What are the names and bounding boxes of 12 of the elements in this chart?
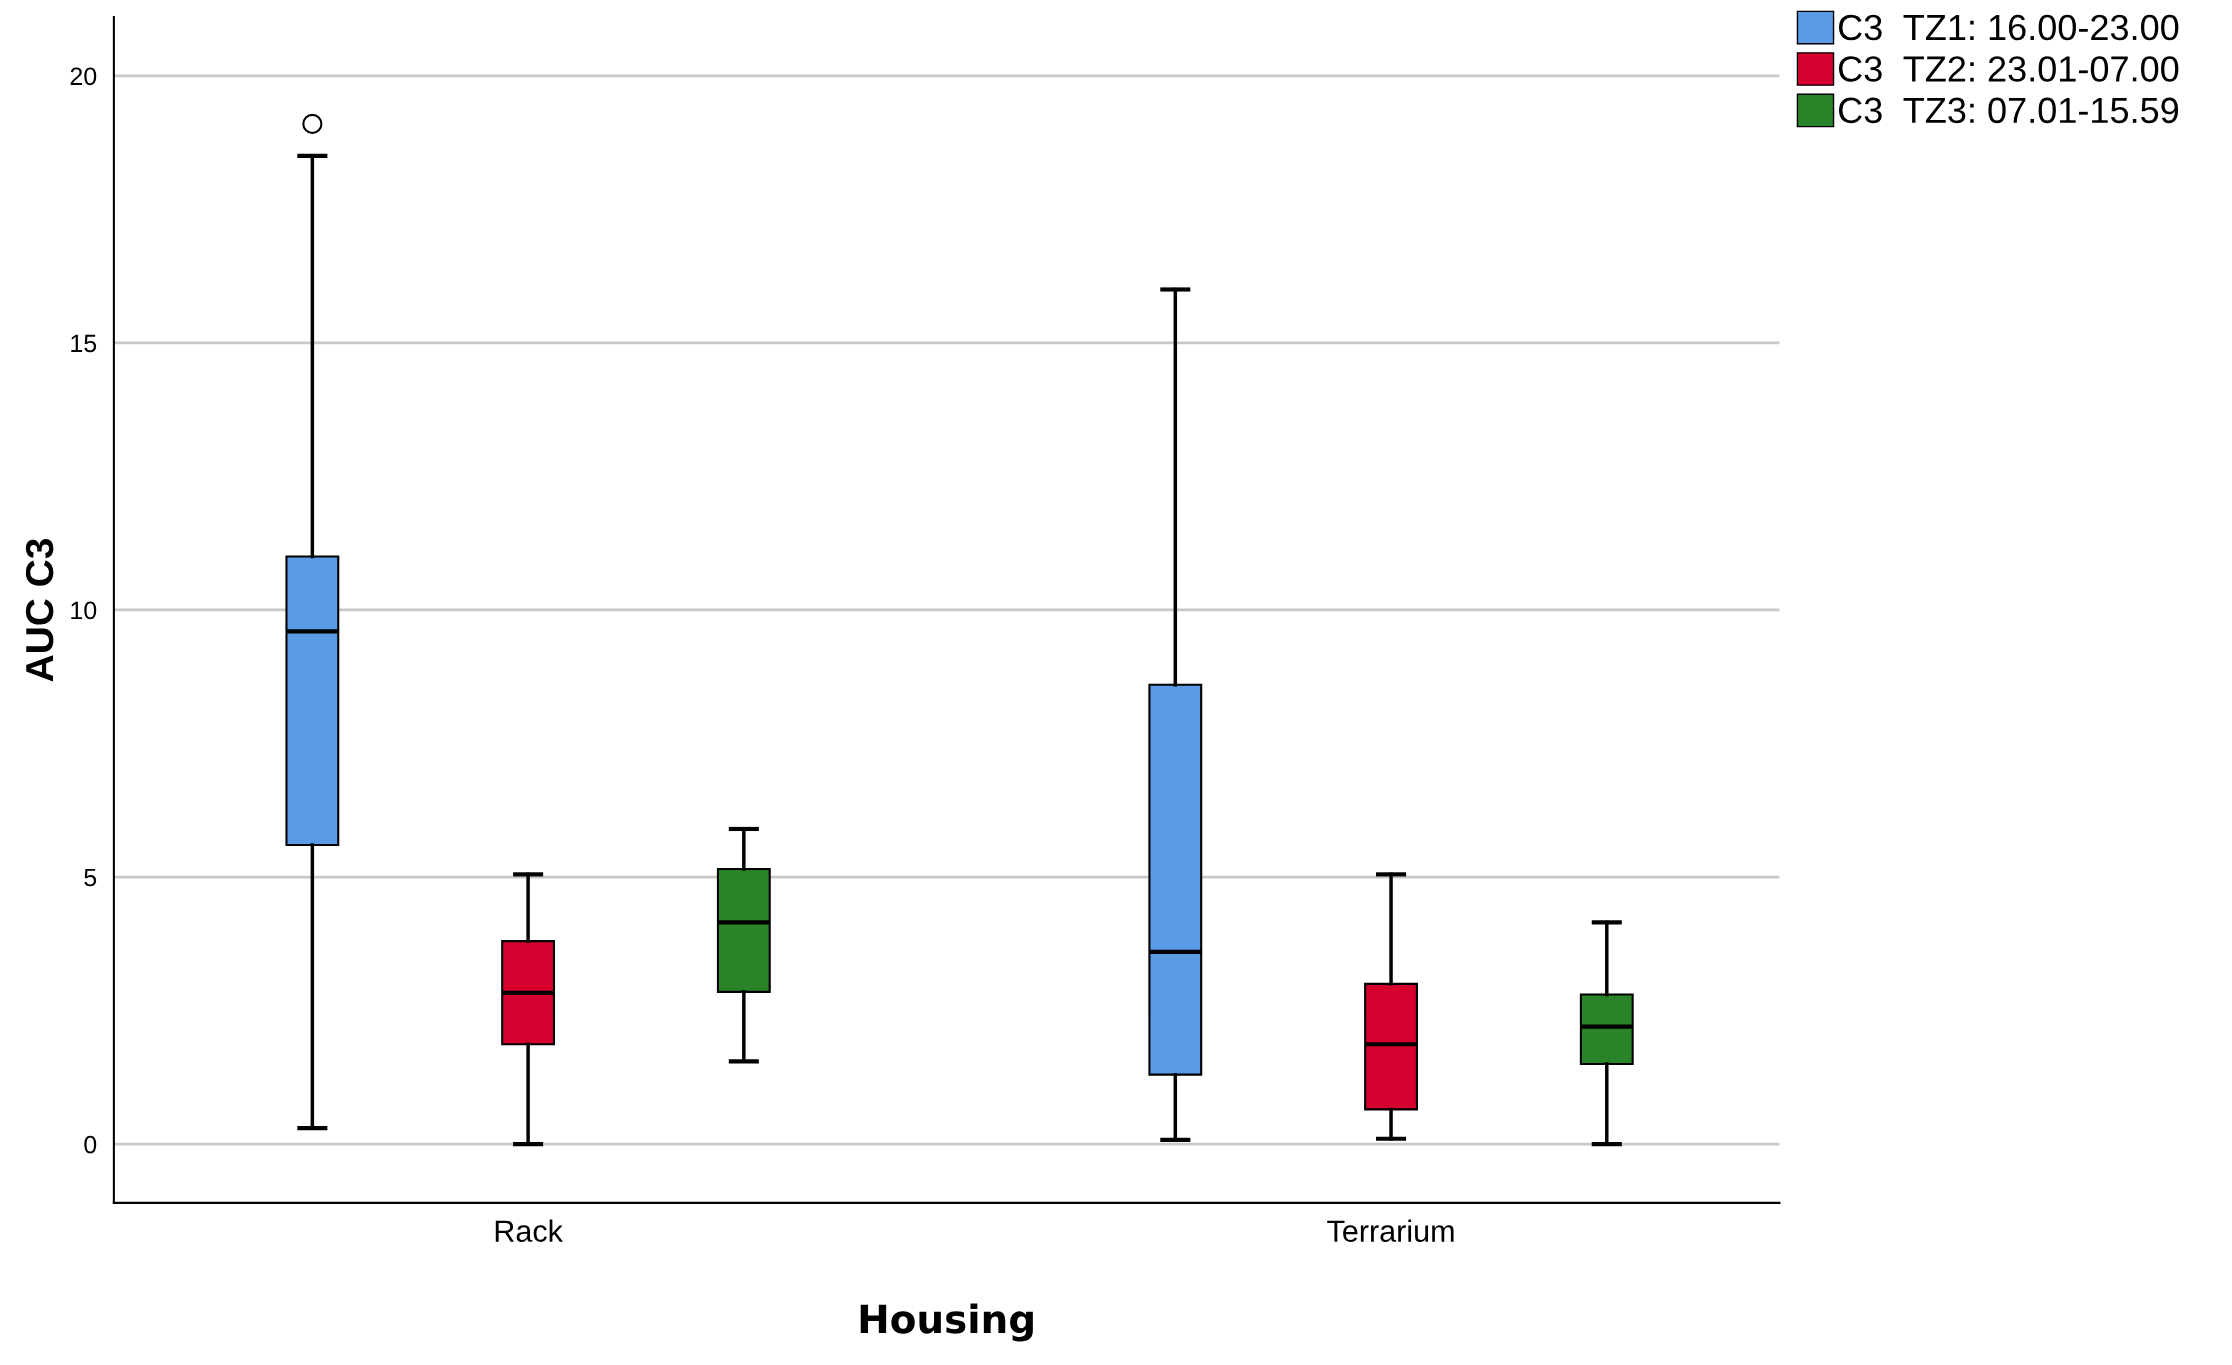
y-tick-label: 0: [84, 1135, 97, 1154]
y-tick-label: 20: [70, 67, 97, 86]
x-tick-label: Rack: [495, 1219, 563, 1242]
x-axis-title: Housing: [860, 1303, 1033, 1342]
y-tick-label: 15: [71, 334, 97, 353]
x-tick-label: Terrarium: [1327, 1219, 1454, 1242]
y-tick-label: 10: [71, 601, 97, 620]
legend-label: C3 TZ1: 16.00-23.00: [1838, 14, 2179, 41]
legend-label: C3 TZ2: 23.01-07.00: [1838, 56, 2179, 82]
y-tick-label: 5: [84, 868, 97, 887]
legend-label: C3 TZ3: 07.01-15.59: [1838, 97, 2179, 124]
y-axis-title: AUC C3: [25, 538, 54, 682]
